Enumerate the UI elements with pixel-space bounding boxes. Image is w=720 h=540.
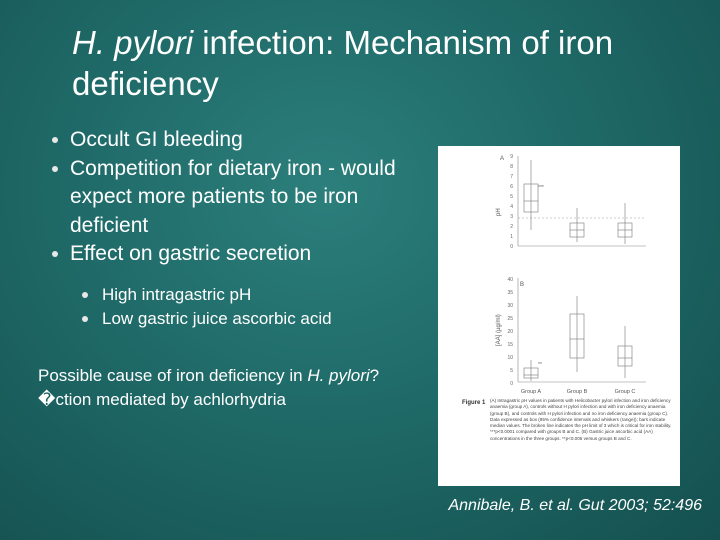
figure-boxplots: A pH 9 8 7 6 5 4 3 2 1 0 ***: [462, 154, 672, 441]
panel-a-ylabel: pH: [496, 208, 502, 216]
svg-text:7: 7: [510, 174, 513, 180]
svg-text:6: 6: [510, 184, 513, 190]
bullet-item: Occult GI bleeding: [52, 126, 442, 155]
panel-b-yticks: 40 35 30 25 20 15 10 5 0: [507, 277, 513, 387]
figure-caption: (A) Intragastric pH values in patients w…: [490, 398, 672, 441]
sub-bullet-item: Low gastric juice ascorbic acid: [82, 307, 332, 331]
panel-b-box-group-a: [523, 360, 539, 381]
panel-a-annotation: ***: [538, 185, 544, 191]
citation: Annibale, B. et al. Gut 2003; 52:496: [448, 497, 702, 514]
svg-text:0: 0: [510, 381, 513, 387]
svg-text:Group B: Group B: [567, 389, 588, 395]
svg-text:35: 35: [507, 290, 513, 296]
svg-text:9: 9: [510, 154, 513, 160]
svg-text:3: 3: [510, 214, 513, 220]
sub-bullet-item: High intragastric pH: [82, 283, 332, 307]
bullet-item: Competition for dietary iron - would exp…: [52, 155, 442, 241]
panel-b-box-group-b: [569, 296, 585, 372]
svg-text:40: 40: [507, 277, 513, 283]
slide-title: H. pylori infection: Mechanism of iron d…: [72, 22, 682, 104]
svg-text:0: 0: [510, 244, 513, 250]
svg-text:15: 15: [507, 342, 513, 348]
bullet-item: Effect on gastric secretion: [52, 240, 442, 269]
panel-b-box-group-c: [617, 326, 633, 378]
panel-b-letter: B: [520, 282, 524, 288]
svg-text:1: 1: [510, 234, 513, 240]
svg-text:4: 4: [510, 204, 513, 210]
panel-a-box-group-c: [617, 203, 633, 244]
panel-a-box-group-b: [569, 208, 585, 242]
svg-text:2: 2: [510, 224, 513, 230]
svg-text:10: 10: [507, 355, 513, 361]
svg-text:Group C: Group C: [615, 389, 636, 395]
panel-b-ylabel: [AA] (µg/ml): [496, 314, 502, 346]
figure-caption-label: Figure 1: [462, 400, 486, 406]
svg-text:30: 30: [507, 303, 513, 309]
panel-a-box-group-a: [523, 160, 539, 230]
sub-bullet-list: High intragastric pH Low gastric juice a…: [82, 283, 332, 331]
svg-text:5: 5: [510, 194, 513, 200]
title-italic: H. pylori: [72, 24, 194, 61]
figure-image: A pH 9 8 7 6 5 4 3 2 1 0 ***: [438, 146, 680, 486]
panel-a-letter: A: [500, 156, 504, 162]
svg-text:8: 8: [510, 164, 513, 170]
svg-text:5: 5: [510, 368, 513, 374]
svg-text:25: 25: [507, 316, 513, 322]
panel-a-yticks: 9 8 7 6 5 4 3 2 1 0: [510, 154, 513, 250]
note-text: Possible cause of iron deficiency in H. …: [38, 366, 380, 409]
svg-text:Group A: Group A: [521, 389, 542, 395]
main-bullet-list: Occult GI bleeding Competition for dieta…: [52, 126, 442, 269]
group-labels: Group A Group B Group C: [521, 389, 636, 395]
panel-b-annotation: **: [538, 362, 542, 368]
svg-text:20: 20: [507, 329, 513, 335]
title-rest: infection: Mechanism of iron deficiency: [72, 24, 614, 102]
